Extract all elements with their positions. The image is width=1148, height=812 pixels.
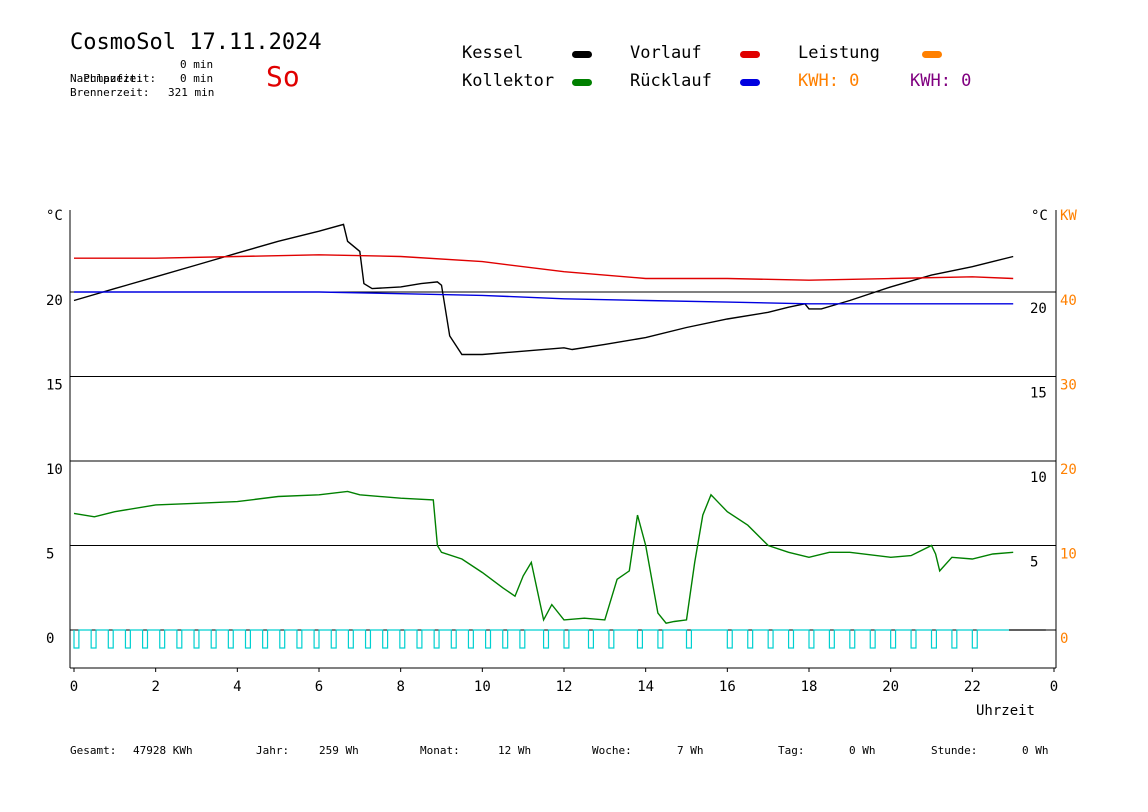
legend-leistung-label: Leistung xyxy=(798,43,880,63)
y-left-tick-label: 5 xyxy=(46,547,54,563)
weekday-label: So xyxy=(266,60,300,93)
legend-leistung-swatch xyxy=(922,51,942,58)
series-pump-cycles xyxy=(73,629,1010,649)
y-kw-tick-label: 0 xyxy=(1060,631,1068,647)
series-kessel xyxy=(73,223,1014,356)
page-title: CosmoSol 17.11.2024 xyxy=(70,30,322,55)
stat-nachlaufzeit: Nachlaufzeit: xyxy=(70,72,157,85)
x-tick-label: 4 xyxy=(233,679,241,695)
series-rcklauf xyxy=(74,291,1014,305)
x-tick-label: 6 xyxy=(315,679,323,695)
y-left-tick-label: 10 xyxy=(46,462,63,478)
x-tick-label: 12 xyxy=(556,679,573,695)
legend-ruecklauf-label: Rücklauf xyxy=(630,71,712,91)
x-tick-label: 0 xyxy=(1050,679,1058,695)
footer-woche-label: Woche: xyxy=(592,744,632,757)
y-right-tick-label: 15 xyxy=(1030,386,1047,402)
footer-monat-value: 12 Wh xyxy=(498,744,532,757)
stat-pumpzeit: Pumpzeit: xyxy=(70,58,143,86)
legend-kollektor-label: Kollektor xyxy=(462,71,555,91)
stat-brennerzeit-value: 321 min xyxy=(168,86,215,99)
y-left-tick-label: 15 xyxy=(46,378,63,394)
x-tick-label: 20 xyxy=(882,679,899,695)
y-right-tick-label: 10 xyxy=(1030,470,1047,486)
footer-jahr-label: Jahr: xyxy=(256,744,290,757)
y-right-unit-label: °C xyxy=(1031,208,1048,224)
footer-tag-value: 0 Wh xyxy=(849,744,876,757)
footer-gesamt-value: 47928 KWh xyxy=(133,744,193,757)
x-tick-label: 14 xyxy=(637,679,654,695)
y-left-tick-label: 0 xyxy=(46,631,54,647)
stat-brennerzeit: Brennerzeit: xyxy=(70,86,150,99)
footer-woche-value: 7 Wh xyxy=(677,744,704,757)
footer-stunde-value: 0 Wh xyxy=(1022,744,1049,757)
footer-stunde-label: Stunde: xyxy=(931,744,978,757)
x-tick-label: 18 xyxy=(801,679,818,695)
stat-label: Pumpzeit: xyxy=(83,72,143,85)
y-kw-tick-label: 10 xyxy=(1060,547,1077,563)
stat-nachlaufzeit-value: 0 min xyxy=(180,72,214,85)
x-tick-label: 2 xyxy=(151,679,159,695)
legend-vorlauf-swatch xyxy=(740,51,760,58)
y-right-tick-label: 20 xyxy=(1030,301,1047,317)
legend-ruecklauf-swatch xyxy=(740,79,760,86)
x-tick-label: 22 xyxy=(964,679,981,695)
y-left-tick-label: 20 xyxy=(46,293,63,309)
legend-kwh-orange: KWH: 0 xyxy=(798,71,860,91)
y-kw-tick-label: 20 xyxy=(1060,462,1077,478)
y-kw-tick-label: 30 xyxy=(1060,378,1077,394)
legend-kollektor-swatch xyxy=(572,79,592,86)
x-tick-label: 0 xyxy=(70,679,78,695)
footer-tag-label: Tag: xyxy=(778,744,805,757)
footer-gesamt-label: Gesamt: xyxy=(70,744,117,757)
y-right-tick-label: 5 xyxy=(1030,555,1038,571)
series-kollektor xyxy=(73,490,1014,624)
footer-monat-label: Monat: xyxy=(420,744,460,757)
stat-pumpzeit-value: 0 min xyxy=(180,58,214,71)
legend-vorlauf-label: Vorlauf xyxy=(630,43,702,63)
x-tick-label: 8 xyxy=(396,679,404,695)
legend-kwh-purple: KWH: 0 xyxy=(910,71,972,91)
y-kw-tick-label: 40 xyxy=(1060,293,1077,309)
y-left-unit-label: °C xyxy=(46,208,63,224)
x-axis-label: Uhrzeit xyxy=(976,703,1035,719)
legend-kessel-swatch xyxy=(572,51,592,58)
y-kw-unit-label: KW xyxy=(1060,208,1077,224)
legend-kessel-label: Kessel xyxy=(462,43,524,63)
x-tick-label: 10 xyxy=(474,679,491,695)
footer-jahr-value: 259 Wh xyxy=(319,744,359,757)
x-tick-label: 16 xyxy=(719,679,736,695)
series-vorlauf xyxy=(74,254,1014,281)
